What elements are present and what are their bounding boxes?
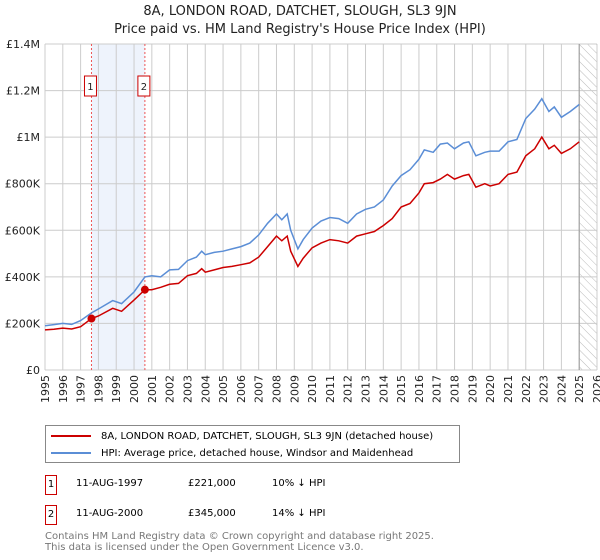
footer: Contains HM Land Registry data © Crown c… [45, 531, 434, 553]
x-tick-label: 2008 [270, 375, 283, 403]
x-tick-label: 2015 [395, 375, 408, 403]
footer-copyright: Contains HM Land Registry data © Crown c… [45, 531, 434, 542]
hpi-line [44, 97, 580, 327]
x-tick-label: 2018 [449, 375, 462, 403]
x-tick-label: 2025 [573, 375, 586, 403]
x-tick-label: 2010 [306, 375, 319, 403]
x-tick-label: 1995 [39, 375, 52, 403]
x-tick-label: 2003 [181, 375, 194, 403]
y-tick-label: £800K [5, 178, 41, 191]
y-tick-label: £1M [17, 131, 41, 144]
transaction-badge: 1 [45, 475, 57, 495]
legend-item-hpi: HPI: Average price, detached house, Wind… [46, 444, 413, 462]
sale-badge-box [83, 75, 97, 97]
shaded-period [91, 44, 145, 370]
x-tick-label: 2023 [538, 375, 551, 403]
x-tick-label: 2004 [199, 375, 212, 403]
transaction-price: £221,000 [188, 478, 236, 489]
sale-badge-label: 1 [87, 82, 93, 93]
x-tick-label: 2020 [484, 375, 497, 403]
chart-title: 8A, LONDON ROAD, DATCHET, SLOUGH, SL3 9J… [143, 4, 457, 19]
transaction-delta: 14% ↓ HPI [272, 508, 326, 519]
x-tick-label: 2002 [164, 375, 177, 403]
y-tick-label: £0 [26, 364, 40, 377]
x-tick-label: 2024 [555, 375, 568, 403]
x-tick-label: 2021 [502, 375, 515, 403]
x-tick-label: 2017 [431, 375, 444, 403]
legend-label: 8A, LONDON ROAD, DATCHET, SLOUGH, SL3 9J… [101, 430, 434, 442]
x-tick-label: 2022 [520, 375, 533, 403]
legend-label: HPI: Average price, detached house, Wind… [101, 447, 414, 459]
legend-swatch-red [51, 435, 91, 437]
x-tick-label: 2019 [466, 375, 479, 403]
x-tick-label: 2016 [413, 375, 426, 403]
transaction-date: 11-AUG-2000 [76, 508, 144, 519]
legend-swatch-blue [51, 452, 91, 454]
y-tick-label: £1.2M [6, 85, 40, 98]
transaction-delta: 10% ↓ HPI [272, 478, 326, 489]
x-tick-label: 2026 [591, 375, 600, 403]
x-tick-label: 2009 [288, 375, 301, 403]
legend: 8A, LONDON ROAD, DATCHET, SLOUGH, SL3 9J… [45, 425, 460, 463]
x-tick-label: 2011 [324, 375, 337, 403]
price-chart: 1995 1996 1997 1998 1999 2000 2001 2002 2003 2004… [5, 38, 600, 403]
x-tick-label: 1996 [57, 375, 70, 403]
x-tick-label: 2007 [253, 375, 266, 403]
chart-subtitle: Price paid vs. HM Land Registry's House … [114, 22, 486, 37]
y-tick-label: £600K [5, 224, 41, 237]
y-tick-label: £400K [5, 271, 41, 284]
x-tick-label: 2001 [146, 375, 159, 403]
transaction-price: £345,000 [188, 508, 236, 519]
sale-badge-label: 2 [141, 82, 147, 93]
y-tick-label: £1.4M [6, 38, 40, 51]
transaction-badge: 2 [45, 505, 57, 525]
x-tick-label: 2005 [217, 375, 230, 403]
x-tick-label: 1997 [75, 375, 88, 403]
price-paid-line [44, 135, 580, 331]
sale-point [140, 285, 149, 294]
footer-licence: This data is licensed under the Open Gov… [45, 542, 364, 553]
transaction-date: 11-AUG-1997 [76, 478, 144, 489]
x-tick-label: 1999 [110, 375, 123, 403]
x-tick-label: 2014 [377, 375, 390, 403]
x-tick-label: 1998 [92, 375, 105, 403]
x-tick-label: 2012 [342, 375, 355, 403]
x-tick-label: 2006 [235, 375, 248, 403]
legend-item-property: 8A, LONDON ROAD, DATCHET, SLOUGH, SL3 9J… [46, 427, 433, 445]
sale-badge-box [137, 75, 151, 97]
x-tick-label: 2013 [360, 375, 373, 403]
y-tick-label: £200K [5, 317, 41, 330]
forecast-hatch [579, 44, 597, 370]
sale-point [87, 314, 96, 323]
x-tick-label: 2000 [128, 375, 141, 403]
